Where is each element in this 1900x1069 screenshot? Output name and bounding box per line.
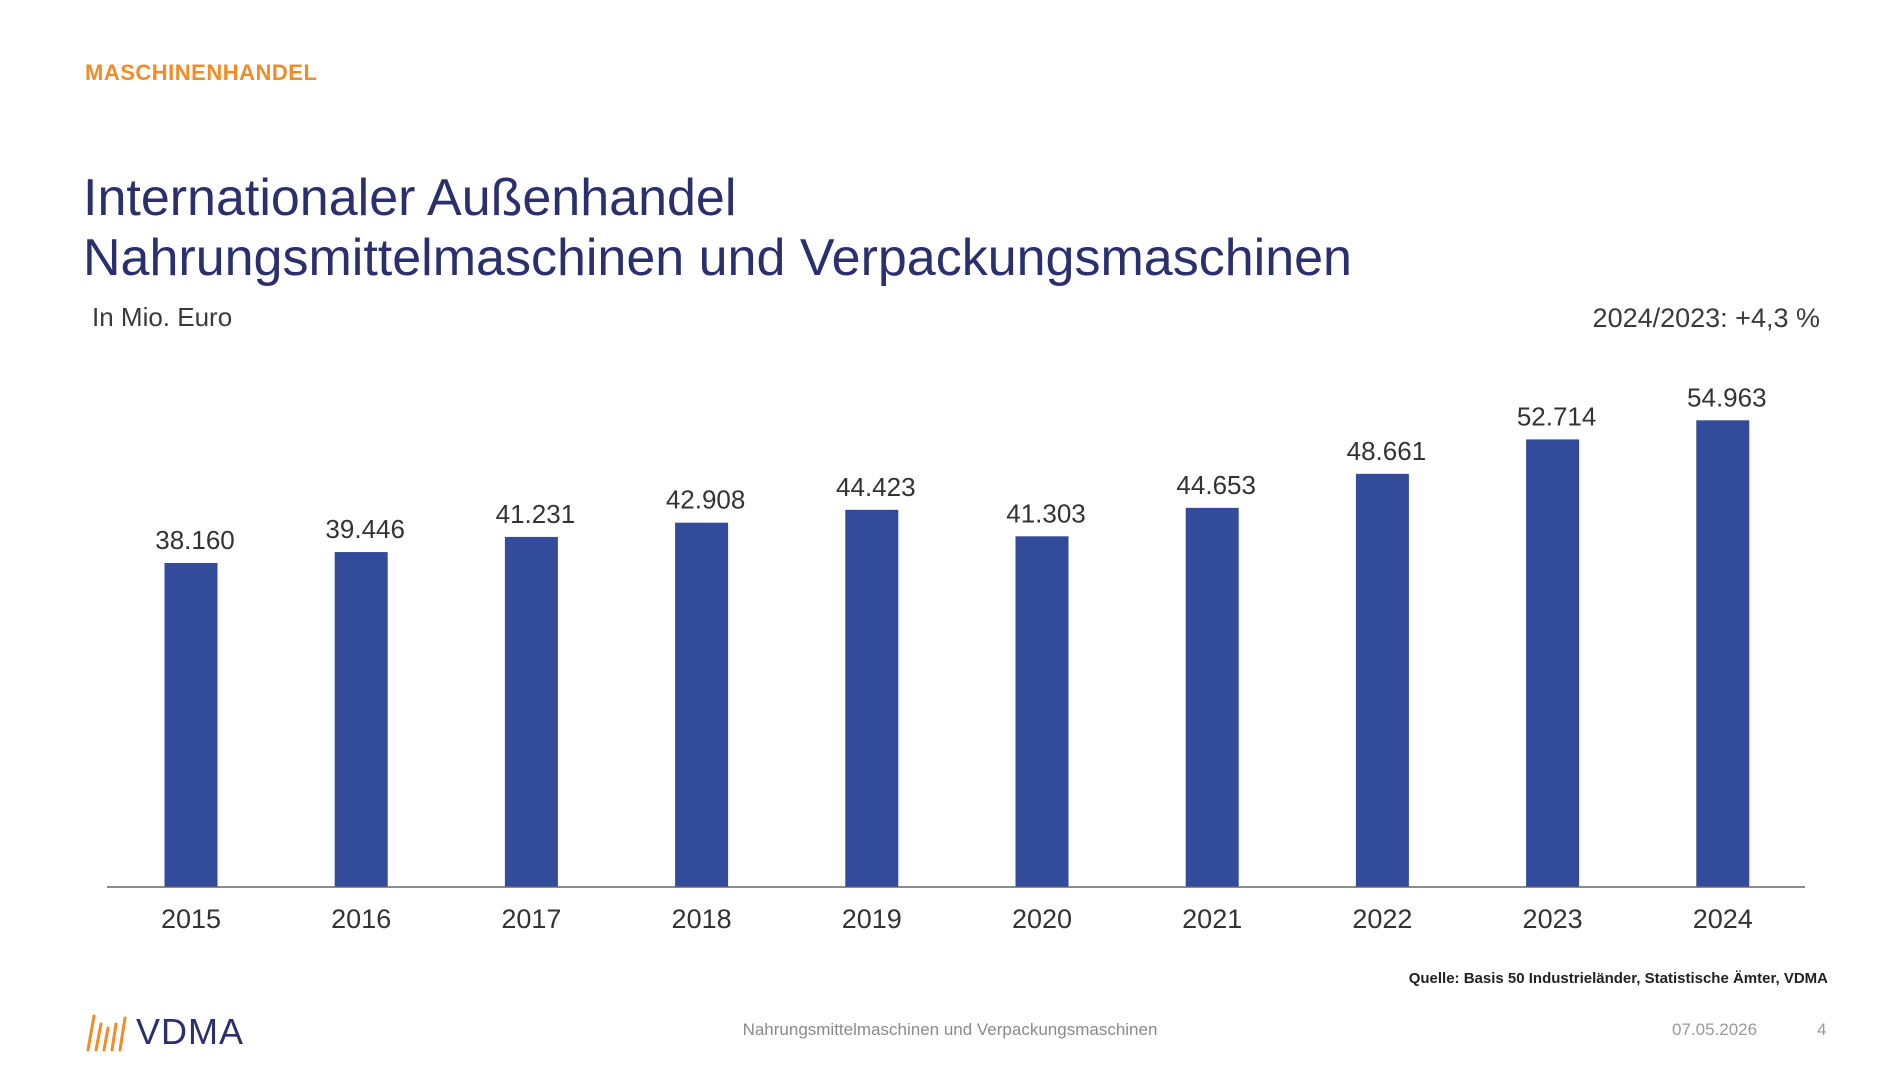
- footer-title: Nahrungsmittelmaschinen und Verpackungsm…: [742, 1020, 1158, 1039]
- title-line-2: Nahrungsmittelmaschinen und Verpackungsm…: [83, 229, 1352, 287]
- x-tick-label-2022: 2022: [1352, 904, 1412, 934]
- x-tick-label-2017: 2017: [501, 904, 561, 934]
- title-line-1: Internationaler Außenhandel: [83, 169, 737, 227]
- data-label-2015: 38.160: [155, 525, 235, 555]
- x-tick-label-2024: 2024: [1693, 904, 1753, 934]
- x-tick-label-2019: 2019: [842, 904, 902, 934]
- bar-2017: [504, 536, 558, 887]
- section-kicker: MASCHINENHANDEL: [85, 60, 318, 85]
- bar-2015: [164, 562, 218, 887]
- data-label-2020: 41.303: [1006, 498, 1086, 528]
- footer-date: 07.05.2026: [1672, 1020, 1758, 1039]
- x-tick-label-2016: 2016: [331, 904, 391, 934]
- data-label-2018: 42.908: [666, 485, 746, 515]
- x-tick-label-2015: 2015: [161, 904, 221, 934]
- change-label: 2024/2023: +4,3 %: [1592, 303, 1820, 333]
- x-tick-label-2018: 2018: [672, 904, 732, 934]
- bar-2016: [334, 552, 388, 887]
- unit-label: In Mio. Euro: [92, 302, 233, 332]
- x-tick-label-2021: 2021: [1182, 904, 1242, 934]
- x-tick-label-2020: 2020: [1012, 904, 1072, 934]
- x-tick-label-2023: 2023: [1523, 904, 1583, 934]
- bar-2024: [1696, 420, 1750, 887]
- vdma-logo: VDMA: [82, 1010, 244, 1054]
- bar-2020: [1015, 536, 1069, 887]
- source-note: Quelle: Basis 50 Industrieländer, Statis…: [1408, 970, 1828, 987]
- bar-2023: [1526, 439, 1580, 887]
- vdma-logo-text: VDMA: [136, 1011, 245, 1052]
- data-label-2021: 44.653: [1176, 470, 1256, 500]
- data-label-2023: 52.714: [1517, 401, 1597, 431]
- bar-2019: [845, 509, 899, 887]
- page-title: Internationaler Außenhandel Nahrungsmitt…: [83, 168, 1352, 288]
- data-label-2019: 44.423: [836, 472, 916, 502]
- bar-2018: [675, 522, 729, 887]
- data-label-2016: 39.446: [325, 514, 405, 544]
- data-label-2017: 41.231: [496, 499, 576, 529]
- vdma-logo-mark-icon: [86, 1014, 127, 1052]
- data-label-2022: 48.661: [1347, 436, 1427, 466]
- bar-2021: [1185, 507, 1239, 887]
- bar-2022: [1355, 473, 1409, 887]
- data-label-2024: 54.963: [1687, 382, 1767, 412]
- footer-page-number: 4: [1817, 1020, 1827, 1039]
